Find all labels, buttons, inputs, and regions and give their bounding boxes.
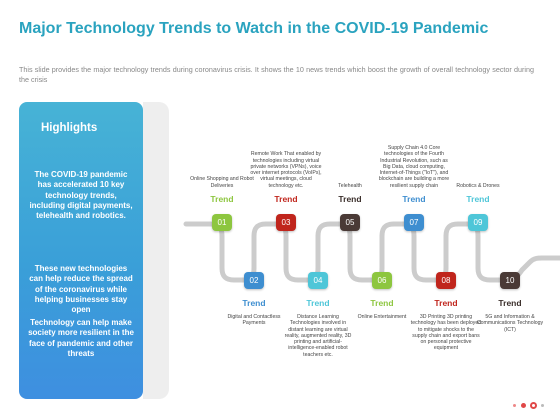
trend-desc-03: Remote Work That enabled by technologies… bbox=[250, 151, 322, 189]
trend-desc-06: Online Entertainment bbox=[357, 314, 407, 320]
highlight-point-1: The COVID-19 pandemic has accelerated 10… bbox=[29, 170, 133, 221]
trend-desc-07: Supply Chain 4.0 Core technologies of th… bbox=[378, 144, 450, 189]
trend-label-08: Trend bbox=[434, 298, 458, 308]
trend-desc-05: Telehealth bbox=[338, 182, 362, 189]
highlight-point-3: Technology can help make society more re… bbox=[28, 318, 134, 358]
highlights-heading: Highlights bbox=[41, 122, 98, 134]
trend-label-02: Trend bbox=[242, 298, 266, 308]
dot-icon bbox=[513, 404, 516, 407]
trend-node-02: 02 bbox=[244, 272, 264, 289]
trend-desc-02: Digital and Contactless Payments bbox=[227, 314, 281, 327]
trend-label-07: Trend bbox=[402, 194, 426, 204]
page-title: Major Technology Trends to Watch in the … bbox=[19, 20, 489, 37]
trend-label-03: Trend bbox=[274, 194, 298, 204]
dot-icon bbox=[521, 403, 526, 408]
trend-node-09: 09 bbox=[468, 214, 488, 231]
trend-label-01: Trend bbox=[210, 194, 234, 204]
dot-icon bbox=[541, 404, 544, 407]
page-subtitle: This slide provides the major technology… bbox=[19, 65, 534, 84]
trend-node-01: 01 bbox=[212, 214, 232, 231]
trend-label-06: Trend bbox=[370, 298, 394, 308]
trend-desc-08: 3D Printing 3D printing technology has b… bbox=[410, 314, 482, 352]
trend-node-04: 04 bbox=[308, 272, 328, 289]
trend-label-09: Trend bbox=[466, 194, 490, 204]
highlights-panel: Highlights The COVID-19 pandemic has acc… bbox=[19, 102, 143, 399]
trend-node-06: 06 bbox=[372, 272, 392, 289]
trend-node-08: 08 bbox=[436, 272, 456, 289]
trend-desc-09: Robotics & Drones bbox=[456, 182, 500, 189]
highlights-backdrop bbox=[143, 102, 169, 399]
trend-node-07: 07 bbox=[404, 214, 424, 231]
highlight-point-2: These new technologies can help reduce t… bbox=[29, 264, 133, 315]
trend-desc-04: Distance Learning Technologies involved … bbox=[284, 314, 352, 358]
dot-icon bbox=[530, 402, 537, 409]
trend-desc-01: Online Shopping and Robot Deliveries bbox=[190, 176, 254, 189]
trend-node-05: 05 bbox=[340, 214, 360, 231]
trend-label-04: Trend bbox=[306, 298, 330, 308]
trend-label-05: Trend bbox=[338, 194, 362, 204]
trend-desc-10: 5G and Information & Communications Tech… bbox=[476, 314, 544, 333]
trend-label-10: Trend bbox=[498, 298, 522, 308]
trend-node-03: 03 bbox=[276, 214, 296, 231]
trend-node-10: 10 bbox=[500, 272, 520, 289]
